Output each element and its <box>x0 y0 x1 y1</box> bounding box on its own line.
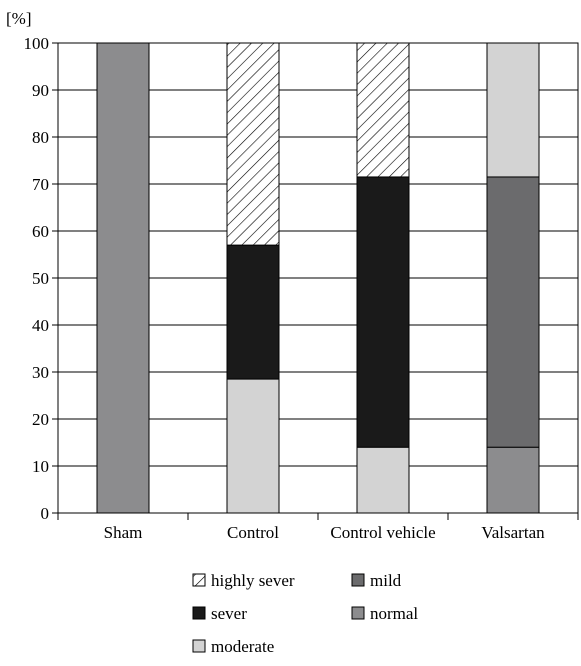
legend-label-sever: sever <box>211 604 247 623</box>
bar-segment-sever <box>356 176 410 448</box>
bars <box>96 42 540 514</box>
y-tick-label: 0 <box>41 504 50 523</box>
legend-swatch-mild <box>351 573 365 587</box>
y-tick-label: 90 <box>32 81 49 100</box>
bar-segment-mild <box>486 176 540 448</box>
bar-segment-moderate <box>356 446 410 514</box>
axes: 0 10 20 30 40 50 60 70 80 90 100 Sham Control Control… <box>24 34 579 542</box>
y-tick-label: 70 <box>32 175 49 194</box>
bar-segment-sever <box>226 244 280 380</box>
legend-swatch-normal <box>351 606 365 620</box>
legend-label-normal: normal <box>370 604 418 623</box>
y-tick-label: 100 <box>24 34 50 53</box>
y-tick-label: 80 <box>32 128 49 147</box>
bar-segment-highly-sever <box>226 42 280 246</box>
y-tick-label: 30 <box>32 363 49 382</box>
bar-segment-highly-sever <box>356 42 410 178</box>
legend-label-highly-sever: highly sever <box>211 571 295 590</box>
bar-segment-normal <box>96 42 150 514</box>
x-tick-label: Sham <box>104 523 143 542</box>
y-tick-label: 50 <box>32 269 49 288</box>
legend-swatch-sever <box>192 606 206 620</box>
legend-swatch-highly-sever <box>192 573 206 587</box>
y-tick-label: 20 <box>32 410 49 429</box>
y-axis-label: [%] <box>6 9 31 28</box>
bar-segment-moderate <box>226 378 280 514</box>
y-tick-label: 10 <box>32 457 49 476</box>
y-tick-label: 60 <box>32 222 49 241</box>
x-tick-label: Control <box>227 523 279 542</box>
bar-segment-normal <box>486 446 540 514</box>
legend: highly sever mild sever normal moderate <box>192 571 418 656</box>
bar-segment-moderate-top <box>486 42 540 178</box>
y-tick-label: 40 <box>32 316 49 335</box>
x-tick-label: Control vehicle <box>330 523 435 542</box>
legend-label-mild: mild <box>370 571 402 590</box>
x-tick-label: Valsartan <box>481 523 545 542</box>
legend-label-moderate: moderate <box>211 637 274 656</box>
legend-swatch-moderate <box>192 639 206 653</box>
